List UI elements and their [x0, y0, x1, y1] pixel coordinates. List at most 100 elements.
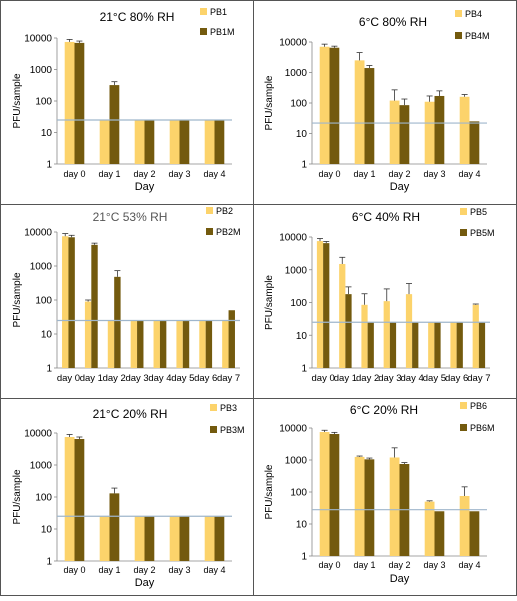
- x-tick-label: day 4: [458, 169, 480, 179]
- bar-pb1m-day1: [109, 85, 120, 164]
- y-tick-label: 100: [290, 99, 307, 110]
- bar-pb4m-day0: [329, 47, 340, 164]
- bar-pb5m-day4: [412, 322, 419, 368]
- y-tick-label: 1: [301, 552, 307, 563]
- chart-title: 6°C 80% RH: [359, 15, 427, 29]
- x-tick-label: day 5: [171, 373, 194, 384]
- legend-entry: PB2: [216, 206, 233, 216]
- chart-title: 6°C 40% RH: [352, 210, 420, 224]
- x-axis-label: Day: [135, 181, 155, 193]
- y-axis-label: PFU/sample: [12, 272, 23, 327]
- legend-swatch: [460, 229, 467, 236]
- chart-panel-4: 6°C 40% RH PFU/sample 1 10 100 1000 10000 day 0…: [264, 207, 495, 384]
- bar-pb1m-day4: [214, 119, 225, 164]
- bar-pb1-day1: [99, 119, 110, 164]
- bar-pb4m-day1: [364, 68, 375, 164]
- bar-pb5-day1: [339, 263, 346, 368]
- bar-pb1-day3: [169, 119, 180, 164]
- bar-pb2m-day1: [91, 244, 98, 368]
- x-tick-label: day 1: [353, 169, 375, 179]
- y-axis-label: PFU/sample: [264, 464, 275, 519]
- x-tick-label: day 3: [378, 373, 401, 384]
- bar-pb1m-day0: [74, 42, 85, 165]
- x-tick-label: day 0: [312, 373, 335, 384]
- bar-pb4-day2: [389, 100, 400, 164]
- x-tick-label: day 0: [63, 169, 85, 179]
- y-tick-label: 100: [290, 488, 307, 499]
- legend-entry: PB4M: [465, 31, 490, 41]
- bar-pb4-day3: [424, 101, 435, 164]
- bar-pb4-day1: [354, 60, 365, 164]
- y-axis-label: PFU/sample: [12, 469, 23, 524]
- y-axis-label: PFU/sample: [264, 75, 275, 130]
- x-tick-label: day 0: [63, 565, 85, 575]
- x-tick-label: day 7: [217, 373, 240, 384]
- x-tick-label: day 4: [148, 373, 171, 384]
- x-tick-label: day 3: [168, 565, 190, 575]
- y-tick-label: 10000: [24, 429, 52, 440]
- chart-title: 21°C 20% RH: [93, 407, 168, 421]
- bar-pb2-day3: [130, 320, 138, 368]
- y-tick-label: 1000: [30, 262, 53, 273]
- y-tick-label: 10: [296, 129, 308, 140]
- legend-entry: PB6M: [470, 423, 495, 433]
- y-tick-label: 100: [35, 97, 52, 108]
- legend-swatch: [210, 426, 217, 433]
- bar-pb6m-day0: [329, 433, 340, 556]
- legend-swatch: [200, 8, 207, 15]
- chart-panel-1: 21°C 80% RH PFU/sample 1 10 100 1000 10000 day …: [12, 7, 235, 193]
- x-tick-label: day 4: [458, 560, 480, 570]
- bar-pb2-day1: [84, 301, 92, 368]
- legend-entry: PB3M: [220, 425, 245, 435]
- bar-pb5m-day2: [367, 322, 374, 368]
- bar-pb3-day0: [64, 436, 75, 561]
- bar-pb5m-day5: [434, 322, 441, 368]
- x-tick-label: day 2: [133, 169, 155, 179]
- y-tick-label: 100: [35, 296, 52, 307]
- legend-swatch: [206, 228, 213, 235]
- y-tick-label: 1000: [30, 461, 53, 472]
- x-tick-label: day 1: [334, 373, 357, 384]
- bar-pb6-day1: [354, 456, 365, 556]
- bar-pb5-day3: [383, 301, 390, 368]
- bar-pb2-day0: [62, 236, 69, 368]
- bar-pb1-day2: [134, 119, 145, 164]
- bar-pb6-day4: [459, 495, 470, 556]
- legend-swatch: [206, 207, 213, 214]
- bar-pb5-day0: [316, 241, 324, 368]
- x-axis-label: Day: [390, 573, 410, 585]
- bar-pb5-day6: [450, 322, 457, 368]
- bar-pb5m-day3: [389, 322, 397, 368]
- legend-swatch: [210, 404, 217, 411]
- bar-pb2-day4: [153, 320, 160, 368]
- bar-pb3m-day3: [179, 516, 190, 561]
- y-axis-label: PFU/sample: [264, 275, 275, 330]
- legend-entry: PB1M: [210, 27, 235, 37]
- bar-pb1m-day2: [144, 119, 155, 164]
- bar-pb4m-day3: [434, 95, 445, 164]
- x-tick-label: day 4: [401, 373, 424, 384]
- bar-pb4-day4: [459, 96, 470, 164]
- chart-panel-2: 6°C 80% RH PFU/sample 1 10 100 1000 10000 day 0…: [264, 9, 490, 193]
- bar-pb6m-day4: [469, 511, 480, 556]
- y-tick-label: 10: [41, 128, 53, 139]
- bar-pb5m-day0: [323, 243, 330, 368]
- y-tick-label: 10000: [279, 233, 307, 244]
- bar-pb2-day6: [199, 320, 206, 368]
- bar-pb2m-day7: [228, 310, 235, 368]
- legend-swatch: [460, 402, 467, 409]
- x-tick-label: day 4: [203, 169, 225, 179]
- chart-panel-3: 21°C 53% RH PFU/sample 1 10 100 1000 10000 day …: [12, 206, 241, 384]
- y-tick-label: 10: [41, 525, 53, 536]
- bar-pb5m-day1: [345, 294, 352, 368]
- x-tick-label: day 3: [423, 169, 445, 179]
- legend-swatch: [460, 424, 467, 431]
- y-tick-label: 10: [296, 331, 308, 342]
- y-tick-label: 1000: [285, 456, 308, 467]
- y-tick-label: 100: [35, 493, 52, 504]
- bar-pb3m-day2: [144, 516, 155, 561]
- bar-pb5-day7: [472, 304, 479, 368]
- y-tick-label: 1: [301, 160, 307, 171]
- legend-swatch: [460, 208, 467, 215]
